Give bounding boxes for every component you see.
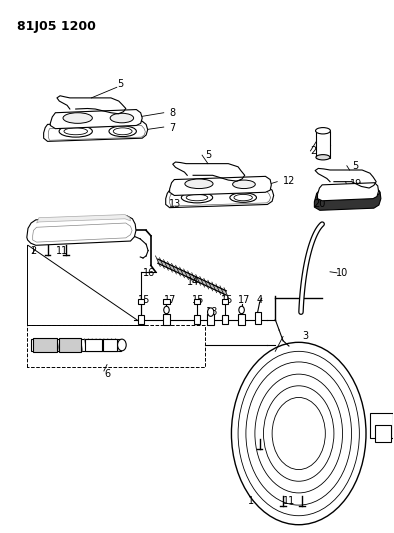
Ellipse shape [232,180,255,189]
Text: 5: 5 [352,161,359,171]
Ellipse shape [329,189,348,195]
Polygon shape [27,216,136,245]
Text: 21: 21 [310,146,323,156]
Bar [103,339,117,351]
Bar [222,300,228,304]
Text: 19: 19 [349,179,362,189]
Polygon shape [314,188,381,211]
Polygon shape [318,183,379,201]
Polygon shape [37,215,130,223]
Ellipse shape [113,128,132,135]
Text: 11: 11 [56,246,68,256]
Bar [85,339,102,351]
Ellipse shape [186,195,208,201]
Text: 12: 12 [283,175,296,185]
Text: 20: 20 [314,199,326,209]
Bar [138,315,144,324]
Text: 1: 1 [248,496,254,506]
Text: 4: 4 [256,295,263,305]
Ellipse shape [110,114,134,123]
Bar [223,315,228,324]
Text: 5: 5 [117,78,124,88]
Ellipse shape [325,187,353,197]
Polygon shape [44,121,148,141]
Text: 17: 17 [164,295,177,305]
Text: 15: 15 [192,295,204,305]
Ellipse shape [63,113,92,123]
Ellipse shape [59,125,92,137]
Ellipse shape [185,179,213,189]
Text: 16: 16 [143,269,155,278]
Ellipse shape [164,306,169,314]
Bar [375,425,391,442]
Polygon shape [50,110,142,128]
Bar [31,338,121,351]
Text: 6: 6 [105,369,111,378]
Bar [138,300,144,304]
Ellipse shape [234,195,253,201]
Text: 5: 5 [206,150,212,160]
Bar [238,314,245,325]
Polygon shape [166,187,274,208]
Text: 11: 11 [283,496,295,506]
Text: 15: 15 [138,295,151,305]
Text: 18: 18 [206,306,218,317]
Ellipse shape [316,155,330,160]
Ellipse shape [316,127,331,134]
Text: 15: 15 [221,295,234,305]
Text: 2: 2 [30,246,37,256]
Text: 17: 17 [238,295,250,305]
Bar [255,312,261,324]
Bar [207,314,214,325]
Text: 8: 8 [169,108,176,118]
Bar [194,315,200,324]
Text: 7: 7 [169,123,176,133]
Ellipse shape [357,188,380,197]
Ellipse shape [109,126,136,136]
Ellipse shape [361,189,376,195]
Text: 81J05 1200: 81J05 1200 [17,20,96,33]
Bar [316,131,331,158]
Bar [194,300,200,304]
Ellipse shape [181,192,213,203]
Bar [164,314,169,325]
Bar [370,413,393,438]
Ellipse shape [239,306,244,314]
Ellipse shape [208,308,214,317]
Circle shape [231,342,366,524]
Bar [33,337,57,352]
Bar [59,337,81,352]
Text: 10: 10 [336,268,348,278]
Text: 14: 14 [187,277,199,287]
Text: 3: 3 [303,332,309,342]
Ellipse shape [117,339,126,351]
Polygon shape [169,176,271,196]
Ellipse shape [230,193,256,203]
Ellipse shape [64,128,87,135]
Bar [163,299,170,304]
Text: 13: 13 [169,199,182,209]
